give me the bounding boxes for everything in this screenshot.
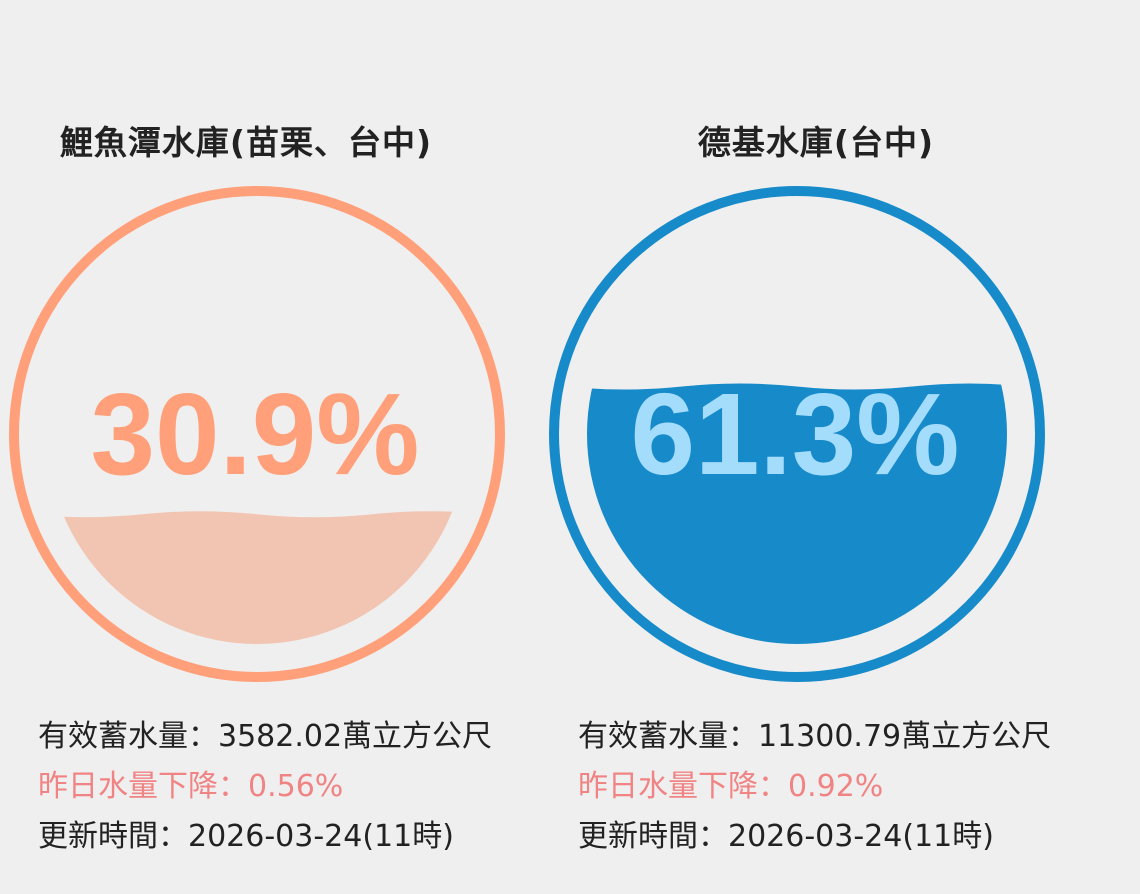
storage-line: 有效蓄水量：3582.02萬立方公尺: [38, 712, 492, 762]
updated-line: 更新時間：2026-03-24(11時): [578, 812, 1051, 862]
storage-value: 11300.79萬立方公尺: [758, 719, 1052, 754]
change-line: 昨日水量下降：0.56%: [38, 762, 492, 812]
reservoir-info: 有效蓄水量：3582.02萬立方公尺 昨日水量下降：0.56% 更新時間：202…: [38, 712, 492, 862]
gauge-ring: [9, 186, 505, 682]
storage-label: 有效蓄水量：: [578, 719, 758, 754]
change-value: 0.56%: [248, 769, 344, 804]
gauge-water: [587, 383, 1007, 644]
reservoir-title: 鯉魚潭水庫(苗栗、台中): [59, 123, 433, 162]
updated-line: 更新時間：2026-03-24(11時): [38, 812, 492, 862]
change-label: 昨日水量下降：: [38, 769, 248, 804]
reservoir-title: 德基水庫(台中): [697, 123, 935, 162]
water-level-gauge: 30.9%: [5, 182, 509, 686]
change-line: 昨日水量下降：0.92%: [578, 762, 1051, 812]
updated-value: 2026-03-24(11時): [728, 819, 994, 854]
reservoir-info: 有效蓄水量：11300.79萬立方公尺 昨日水量下降：0.92% 更新時間：20…: [578, 712, 1051, 862]
water-level-gauge: 61.3%: [545, 182, 1049, 686]
change-label: 昨日水量下降：: [578, 769, 788, 804]
storage-value: 3582.02萬立方公尺: [218, 719, 493, 754]
updated-value: 2026-03-24(11時): [188, 819, 454, 854]
gauge-water: [47, 511, 467, 644]
gauge-percent: 30.9%: [91, 369, 420, 499]
gauge-percent: 61.3%: [631, 369, 960, 499]
reservoir-card-liyutan: 鯉魚潭水庫(苗栗、台中) 30.9% 有效蓄水量：3582.02萬立方公尺 昨日…: [0, 0, 540, 894]
updated-label: 更新時間：: [38, 819, 188, 854]
storage-line: 有效蓄水量：11300.79萬立方公尺: [578, 712, 1051, 762]
reservoir-card-deji: 德基水庫(台中) 61.3% 有效蓄水量：11300.79萬立方公尺 昨日水量下…: [540, 0, 1080, 894]
updated-label: 更新時間：: [578, 819, 728, 854]
gauge-ring: [549, 186, 1045, 682]
storage-label: 有效蓄水量：: [38, 719, 218, 754]
change-value: 0.92%: [788, 769, 884, 804]
